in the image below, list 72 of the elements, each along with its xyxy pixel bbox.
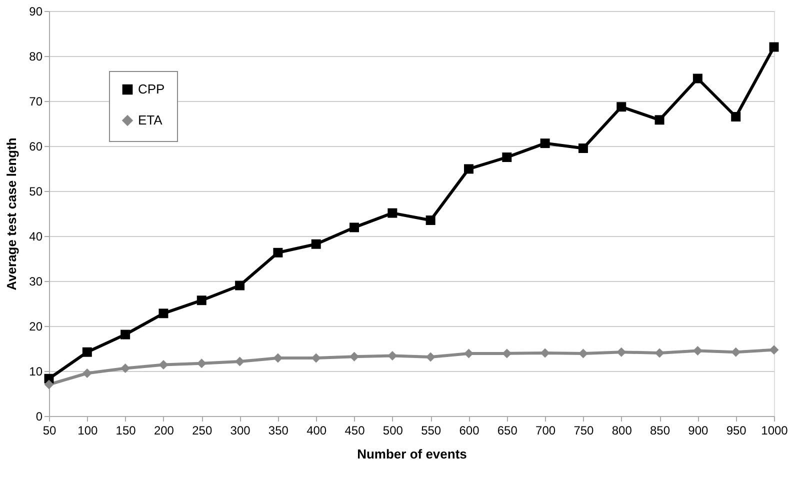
point (464, 348, 474, 358)
point (540, 348, 550, 358)
point (731, 112, 741, 122)
y-axis-title: Average test case length (4, 138, 20, 290)
x-tick-label: 300 (230, 424, 251, 438)
x-tick-label: 750 (574, 424, 594, 438)
point (120, 330, 130, 340)
x-tick-label: 900 (688, 424, 709, 438)
x-tick-label: 700 (536, 424, 556, 438)
x-tick-label: 400 (306, 424, 327, 438)
y-tick-label: 80 (29, 50, 43, 64)
x-tick-label: 550 (421, 424, 442, 438)
point (769, 42, 779, 52)
point (502, 348, 512, 358)
point (578, 348, 588, 358)
point (196, 296, 206, 306)
x-tick-label: 100 (78, 424, 98, 438)
point (350, 222, 360, 232)
y-tick-label: 70 (29, 94, 43, 108)
y-tick-label: 0 (36, 410, 43, 424)
point (273, 248, 283, 258)
point (654, 115, 664, 125)
y-tick-label: 30 (29, 274, 43, 288)
x-tick-label: 1000 (761, 424, 788, 438)
point (654, 348, 664, 358)
y-tick-label: 20 (29, 320, 43, 334)
x-tick-label: 350 (268, 424, 289, 438)
x-tick-label: 50 (42, 424, 56, 438)
point (578, 144, 588, 153)
point (82, 368, 92, 378)
y-tick-label: 10 (29, 364, 43, 378)
point (692, 346, 702, 356)
point (273, 353, 283, 363)
point (120, 364, 130, 374)
y-tick-label: 40 (29, 230, 43, 244)
x-tick-label: 500 (382, 424, 404, 438)
point (616, 102, 626, 112)
point (311, 239, 321, 249)
point (158, 308, 168, 318)
x-tick-label: 450 (344, 424, 366, 438)
point (388, 350, 398, 360)
legend-label: ETA (138, 112, 163, 128)
point (44, 380, 54, 390)
point (196, 358, 206, 368)
point (388, 208, 398, 218)
x-tick-label: 150 (116, 424, 136, 438)
y-tick-label: 60 (29, 140, 43, 154)
point (692, 74, 702, 84)
point (502, 152, 512, 162)
point (769, 345, 779, 355)
point (158, 360, 168, 370)
x-tick-label: 600 (459, 424, 480, 438)
x-tick-label: 950 (726, 424, 747, 438)
point (540, 138, 550, 148)
point (235, 356, 245, 366)
legend-label: CPP (138, 82, 165, 96)
x-tick-label: 850 (650, 424, 670, 438)
point (82, 347, 92, 357)
y-tick-label: 50 (29, 184, 43, 198)
point (311, 353, 321, 363)
x-tick-label: 800 (612, 424, 632, 438)
point (464, 164, 474, 174)
x-axis-title: Number of events (357, 446, 467, 462)
y-tick-label: 90 (29, 4, 43, 18)
point (616, 347, 626, 357)
point (731, 347, 741, 357)
x-tick-label: 650 (497, 424, 518, 438)
x-tick-label: 200 (154, 424, 174, 438)
point (235, 280, 245, 290)
x-tick-label: 250 (192, 424, 212, 438)
point (426, 352, 436, 362)
point (426, 216, 436, 225)
